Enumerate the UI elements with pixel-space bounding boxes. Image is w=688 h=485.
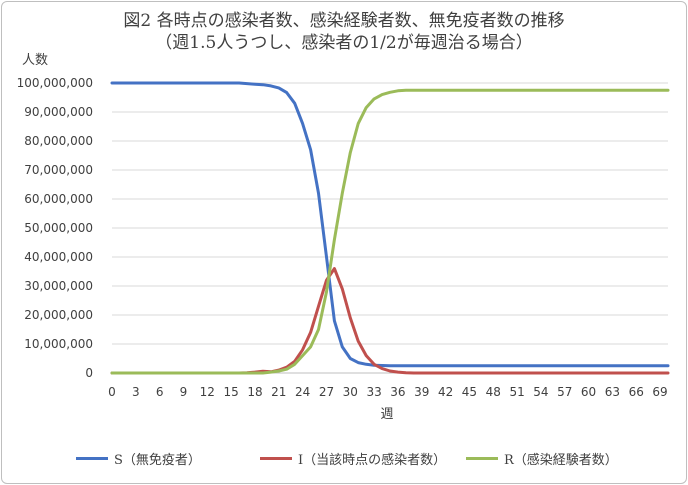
series-line-i (110, 267, 670, 375)
x-axis-label: 週 (380, 407, 393, 422)
x-tick-label: 18 (247, 385, 262, 399)
chart-title: 図2 各時点の感染者数、感染経験者数、無免疫者数の推移 (123, 11, 565, 31)
y-tick-label: 60,000,000 (24, 192, 93, 206)
series-line-s (110, 81, 670, 368)
x-tick-label: 63 (605, 385, 620, 399)
x-tick-label: 15 (224, 385, 239, 399)
y-tick-label: 10,000,000 (24, 337, 93, 351)
y-tick-label: 80,000,000 (24, 134, 93, 148)
series-lines (110, 81, 670, 375)
legend-swatch-r (466, 457, 498, 460)
y-tick-label: 100,000,000 (17, 76, 93, 90)
x-tick-label: 27 (319, 385, 334, 399)
y-tick-label: 0 (85, 366, 93, 380)
legend-label-r: R（感染経験者数） (504, 453, 618, 468)
y-tick-label: 20,000,000 (24, 308, 93, 322)
legend-label-i: I（当該時点の感染者数） (298, 453, 447, 468)
legend-label-s: S（無免疫者） (114, 453, 201, 468)
legend-swatch-i (260, 457, 292, 460)
x-tick-label: 12 (200, 385, 215, 399)
x-tick-labels: 0 3 6 9 12 15 18 21 24 27 30 33 36 39 42 45 48 51 54 57 60 63… (108, 385, 668, 399)
x-tick-label: 45 (462, 385, 477, 399)
x-tick-label: 36 (390, 385, 405, 399)
y-tick-label: 70,000,000 (24, 163, 93, 177)
x-tick-label: 33 (366, 385, 381, 399)
chart-subtitle: （週1.5人うつし、感染者の1/2が毎週治る場合） (155, 33, 533, 53)
x-tick-label: 39 (414, 385, 429, 399)
x-tick-label: 60 (581, 385, 596, 399)
legend-item-i: I（当該時点の感染者数） (260, 449, 446, 468)
legend: S（無免疫者） I（当該時点の感染者数） R（感染経験者数） (0, 449, 688, 469)
x-tick-label: 48 (486, 385, 501, 399)
x-tick-label: 6 (156, 385, 164, 399)
legend-item-s: S（無免疫者） (76, 449, 201, 468)
x-tick-label: 51 (509, 385, 524, 399)
x-tick-label: 54 (533, 385, 548, 399)
legend-swatch-s (76, 457, 108, 460)
x-tick-label: 57 (557, 385, 572, 399)
gridlines (112, 82, 668, 374)
x-tick-label: 69 (652, 385, 667, 399)
y-tick-label: 30,000,000 (24, 279, 93, 293)
x-tick-label: 24 (295, 385, 310, 399)
y-tick-labels: 0 10,000,000 20,000,000 30,000,000 40,000,00… (17, 76, 93, 380)
x-tick-label: 9 (180, 385, 188, 399)
x-tick-label: 66 (629, 385, 644, 399)
x-tick-label: 30 (343, 385, 358, 399)
x-tick-label: 3 (132, 385, 140, 399)
y-tick-label: 40,000,000 (24, 250, 93, 264)
y-tick-label: 50,000,000 (24, 221, 93, 235)
x-tick-label: 21 (271, 385, 286, 399)
x-tick-label: 42 (438, 385, 453, 399)
y-axis-label: 人数 (22, 53, 48, 68)
legend-item-r: R（感染経験者数） (466, 449, 618, 468)
y-tick-label: 90,000,000 (24, 105, 93, 119)
x-tick-label: 0 (108, 385, 116, 399)
series-line-r (110, 88, 670, 375)
